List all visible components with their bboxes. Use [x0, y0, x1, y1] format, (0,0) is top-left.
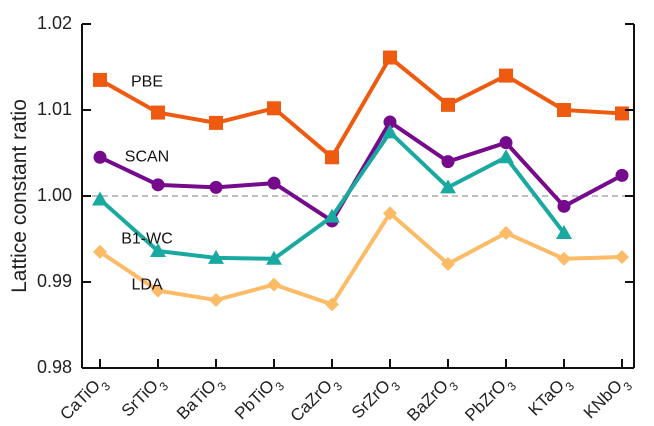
marker-lda-4: [325, 297, 339, 312]
marker-pbe-3: [267, 101, 281, 116]
marker-lda-6: [441, 256, 455, 271]
marker-pbe-8: [557, 103, 571, 117]
y-tick-label: 1.00: [37, 185, 72, 205]
series-label-lda: LDA: [131, 276, 162, 293]
x-tick-label-0: CaTiO3: [56, 371, 113, 426]
marker-scan-9: [615, 168, 629, 182]
marker-scan-1: [151, 178, 165, 192]
marker-pbe-5: [383, 50, 397, 65]
marker-lda-3: [267, 277, 281, 292]
x-tick-label-9: KNbO3: [580, 371, 635, 426]
marker-pbe-1: [151, 105, 165, 120]
marker-scan-8: [557, 199, 571, 213]
marker-b1-wc-5: [382, 124, 398, 139]
marker-b1-wc-7: [498, 149, 514, 164]
x-tick-label-5: SrZrO3: [348, 371, 403, 426]
y-tick-label: 1.02: [37, 13, 72, 33]
series-label-pbe: PBE: [131, 73, 163, 90]
y-tick-label: 1.01: [37, 99, 72, 119]
y-tick-label: 0.98: [37, 357, 72, 377]
marker-pbe-4: [325, 150, 339, 165]
x-tick-label-1: SrTiO3: [118, 371, 172, 425]
marker-lda-5: [383, 206, 397, 221]
marker-lda-2: [209, 293, 223, 308]
x-tick-label-6: BaZrO3: [403, 371, 461, 426]
y-axis-label: Lattice constant ratio: [8, 99, 31, 293]
marker-scan-6: [441, 155, 455, 169]
marker-b1-wc-4: [324, 208, 340, 223]
marker-lda-7: [499, 225, 513, 240]
marker-b1-wc-0: [92, 191, 108, 206]
marker-scan-5: [383, 115, 397, 129]
marker-b1-wc-2: [208, 249, 224, 264]
x-tick-label-3: PbTiO3: [231, 371, 287, 426]
marker-scan-7: [499, 136, 513, 150]
marker-scan-3: [267, 176, 281, 190]
marker-b1-wc-6: [440, 179, 456, 194]
marker-b1-wc-3: [266, 250, 282, 265]
marker-pbe-9: [615, 106, 629, 121]
y-tick-label: 0.99: [37, 271, 72, 291]
marker-b1-wc-1: [150, 243, 166, 258]
series-line-lda: [98, 211, 623, 307]
x-tick-label-2: BaTiO3: [173, 371, 229, 426]
marker-pbe-7: [499, 68, 513, 83]
series-label-b1-wc: B1-WC: [121, 230, 173, 247]
marker-lda-0: [93, 244, 107, 259]
marker-scan-2: [209, 180, 223, 194]
marker-pbe-0: [93, 72, 107, 87]
marker-b1-wc-8: [556, 224, 572, 239]
x-tick-label-8: KTaO3: [525, 371, 578, 424]
marker-lda-9: [615, 250, 629, 265]
marker-lda-8: [557, 251, 571, 266]
series-line-pbe: [99, 55, 623, 160]
marker-scan-0: [93, 150, 107, 164]
marker-lda-1: [151, 283, 165, 298]
marker-pbe-2: [209, 115, 223, 130]
x-tick-label-7: PbZrO3: [461, 371, 519, 426]
x-tick-label-4: CaZrO3: [287, 371, 346, 426]
marker-pbe-6: [441, 97, 455, 112]
series-label-scan: SCAN: [125, 148, 169, 165]
